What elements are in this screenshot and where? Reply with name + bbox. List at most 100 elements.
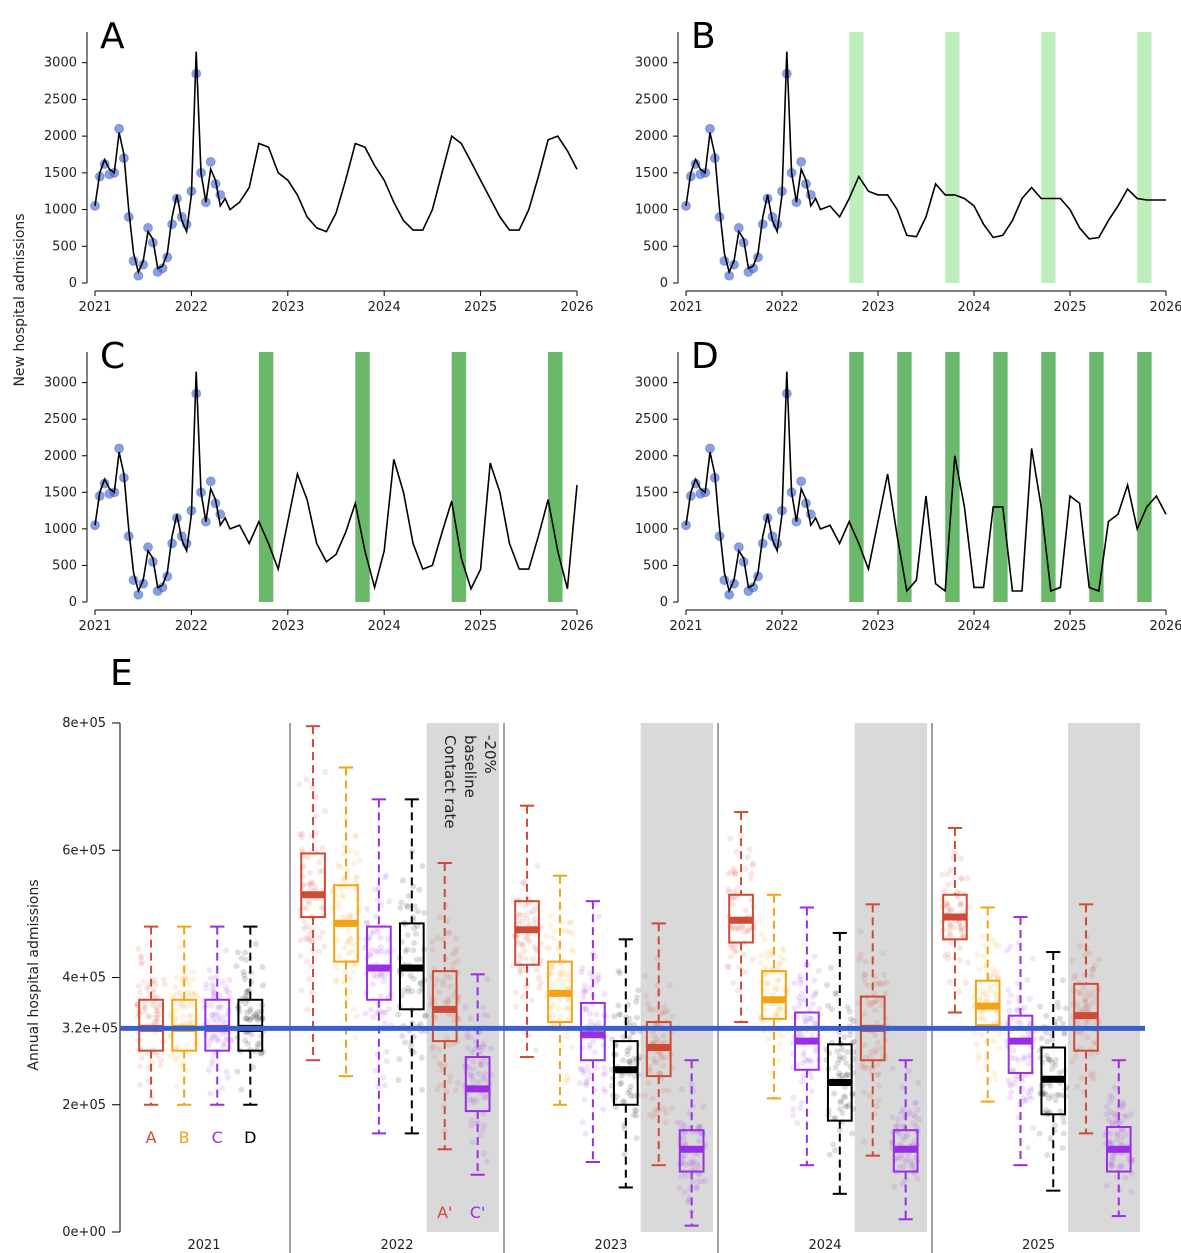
sample-point bbox=[436, 988, 443, 995]
sample-point bbox=[249, 1064, 256, 1071]
sample-point bbox=[152, 980, 159, 987]
sample-point bbox=[301, 925, 308, 932]
shared-y-axis-label: New hospital admissions bbox=[12, 213, 28, 386]
sample-point bbox=[1060, 1114, 1067, 1121]
sample-point bbox=[583, 1082, 590, 1089]
sample-point bbox=[678, 1173, 685, 1180]
sample-point bbox=[546, 945, 553, 952]
sample-point bbox=[570, 948, 577, 955]
sample-point bbox=[728, 924, 735, 931]
box-iqr bbox=[366, 925, 392, 1001]
sample-point bbox=[910, 1120, 917, 1127]
sample-point bbox=[802, 1057, 809, 1064]
sample-point bbox=[188, 990, 195, 997]
box-label: D bbox=[244, 1128, 256, 1147]
sample-point bbox=[731, 948, 738, 955]
sample-point bbox=[481, 1150, 488, 1157]
sample-point bbox=[259, 964, 266, 971]
sample-point bbox=[765, 1036, 772, 1043]
sample-point bbox=[631, 1107, 638, 1114]
sample-point bbox=[469, 1049, 476, 1056]
sample-point bbox=[774, 986, 781, 993]
sample-point bbox=[902, 1158, 909, 1165]
sample-point bbox=[367, 951, 374, 958]
sample-point bbox=[661, 1105, 668, 1112]
reduced-contact-shade bbox=[640, 723, 714, 1232]
sample-point bbox=[153, 1014, 160, 1021]
sample-point bbox=[602, 1013, 609, 1020]
sample-point bbox=[654, 982, 661, 989]
annotation-line: Contact rate bbox=[441, 735, 459, 829]
sample-point bbox=[1023, 1096, 1030, 1103]
sample-point bbox=[203, 980, 210, 987]
x-tick-label: 2021 bbox=[78, 300, 111, 315]
sample-point bbox=[974, 951, 981, 958]
sample-point bbox=[1077, 990, 1084, 997]
sample-point bbox=[632, 1073, 639, 1080]
sample-point bbox=[1107, 1108, 1114, 1115]
sample-point bbox=[362, 1010, 369, 1017]
sample-point bbox=[153, 1011, 160, 1018]
intervention-band bbox=[993, 352, 1008, 602]
sample-point bbox=[416, 988, 423, 995]
sample-point bbox=[477, 1058, 484, 1065]
sample-point bbox=[1056, 1092, 1063, 1099]
sample-point bbox=[405, 988, 412, 995]
sample-point bbox=[734, 885, 741, 892]
panel-A: 2021 2022 2023 2024 2025 2026 0 500 1000 1500 2000… bbox=[44, 16, 594, 315]
sample-point bbox=[564, 1076, 571, 1083]
model-line bbox=[685, 51, 1166, 275]
sample-point bbox=[398, 899, 405, 906]
sample-point bbox=[443, 972, 450, 979]
sample-point bbox=[587, 970, 594, 977]
sample-point bbox=[865, 1064, 872, 1071]
sample-point bbox=[582, 988, 589, 995]
sample-point bbox=[244, 988, 251, 995]
sample-point bbox=[1076, 943, 1083, 950]
sample-point bbox=[219, 979, 226, 986]
sample-point bbox=[776, 961, 783, 968]
sample-point bbox=[651, 1106, 658, 1113]
sample-point bbox=[515, 921, 522, 928]
sample-point bbox=[650, 1055, 657, 1062]
sample-point bbox=[860, 1011, 867, 1018]
sample-point bbox=[209, 1057, 216, 1064]
sample-point bbox=[449, 951, 456, 958]
sample-point bbox=[899, 1180, 906, 1187]
intervention-band bbox=[897, 352, 912, 602]
sample-point bbox=[471, 1045, 478, 1052]
sample-point bbox=[1045, 1095, 1052, 1102]
sample-point bbox=[1075, 1020, 1082, 1027]
sample-point bbox=[173, 1007, 180, 1014]
sample-point bbox=[254, 1041, 261, 1048]
sample-point bbox=[243, 989, 250, 996]
sample-point bbox=[175, 944, 182, 951]
sample-point bbox=[463, 1034, 470, 1041]
sample-point bbox=[846, 1008, 853, 1015]
sample-point bbox=[410, 947, 417, 954]
sample-point bbox=[995, 943, 1002, 950]
sample-point bbox=[777, 953, 784, 960]
sample-point bbox=[564, 1073, 571, 1080]
sample-point bbox=[301, 918, 308, 925]
sample-point bbox=[601, 990, 608, 997]
sample-point bbox=[861, 975, 868, 982]
sample-point bbox=[600, 1106, 607, 1113]
observed-point bbox=[205, 156, 216, 167]
sample-point bbox=[1110, 1110, 1117, 1117]
observed-point bbox=[796, 476, 807, 487]
sample-point bbox=[368, 930, 375, 937]
sample-point bbox=[254, 1008, 261, 1015]
sample-point bbox=[1006, 1081, 1013, 1088]
sample-point bbox=[745, 927, 752, 934]
sample-point bbox=[846, 1032, 853, 1039]
x-tick-label: 2023 bbox=[861, 300, 894, 315]
sample-point bbox=[248, 979, 255, 986]
y-tick-label: 6e+05 bbox=[62, 843, 106, 858]
sample-point bbox=[798, 1099, 805, 1106]
sample-point bbox=[880, 980, 887, 987]
sample-point bbox=[184, 989, 191, 996]
sample-point bbox=[837, 1105, 844, 1112]
sample-point bbox=[515, 932, 522, 939]
sample-point bbox=[1047, 1135, 1054, 1142]
